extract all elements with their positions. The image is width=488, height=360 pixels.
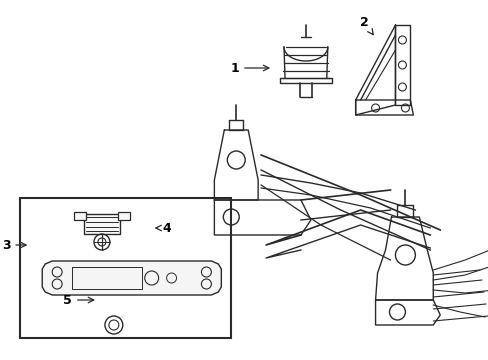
Polygon shape	[84, 214, 120, 234]
Polygon shape	[118, 212, 129, 220]
Text: 1: 1	[230, 62, 268, 75]
Bar	[20, 198, 231, 338]
Text: 2: 2	[359, 15, 372, 35]
Text: 4: 4	[156, 221, 171, 234]
Polygon shape	[42, 261, 221, 295]
Text: 3: 3	[2, 239, 26, 252]
Polygon shape	[74, 212, 86, 220]
Text: 5: 5	[63, 293, 94, 306]
